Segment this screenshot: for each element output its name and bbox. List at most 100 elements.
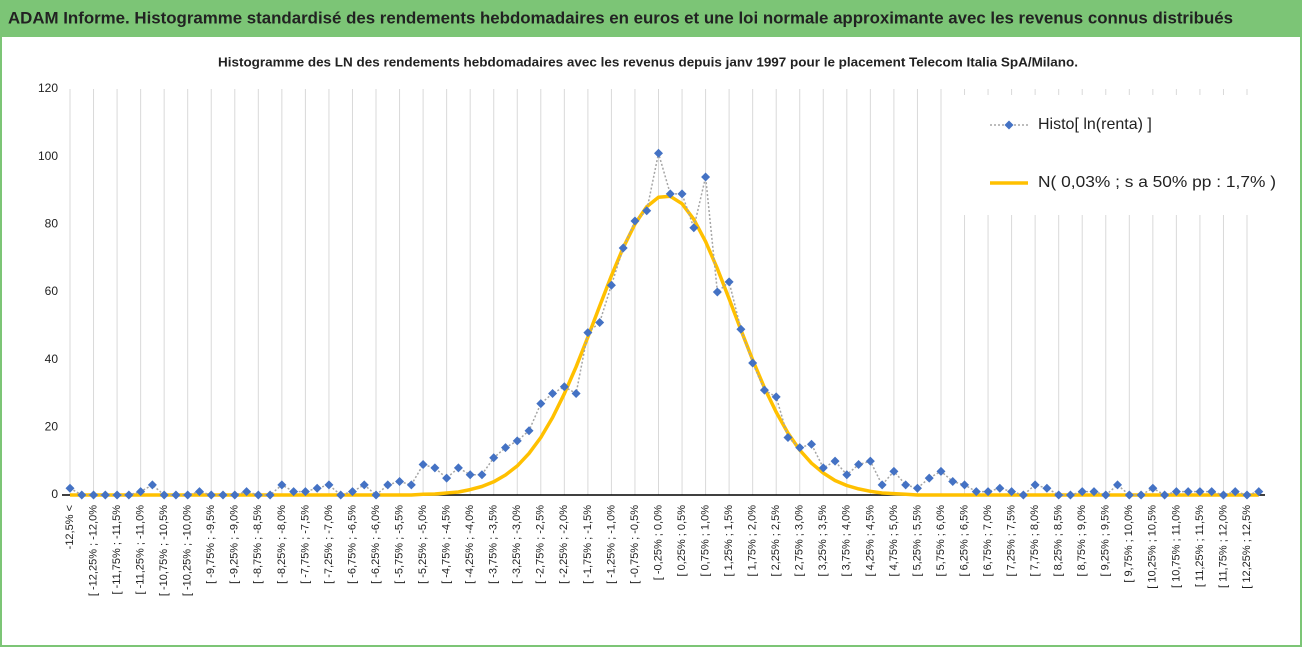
histogram-point	[1007, 487, 1017, 497]
x-tick-label: [ -4,25% ; -4,0%	[464, 505, 476, 584]
x-tick-label: [ -10,75% ; -10,5%	[158, 505, 170, 596]
histogram-point	[877, 480, 887, 490]
x-tick-label: [ -11,25% ; -11,0%	[135, 505, 147, 595]
x-tick-label: [ 1,75% ; 2,0%	[747, 505, 759, 577]
legend-box	[962, 95, 1282, 215]
y-tick-label: 0	[51, 487, 58, 501]
x-tick-label: [ -6,25% ; -6,0%	[370, 505, 382, 584]
x-tick-label: [ 10,25% ; 10,5%	[1147, 505, 1159, 589]
histogram-point	[1242, 490, 1252, 500]
histogram-point	[489, 453, 499, 463]
histogram-point	[1160, 490, 1170, 500]
x-tick-label: [ -3,75% ; -3,5%	[488, 505, 500, 584]
histogram-point	[1195, 487, 1205, 497]
histogram-point	[65, 483, 75, 493]
x-tick-label: -12,5% <	[64, 505, 76, 549]
histogram-point	[312, 483, 322, 493]
histogram-point	[1101, 490, 1111, 500]
x-tick-label: [ 7,75% ; 8,0%	[1029, 505, 1041, 577]
histogram-point	[701, 172, 711, 182]
x-tick-label: [ 5,75% ; 6,0%	[935, 505, 947, 577]
x-tick-label: [ 12,25% ; 12,5%	[1241, 505, 1253, 589]
x-tick-label: [ 5,25% ; 5,5%	[911, 505, 923, 577]
histogram-point	[1183, 487, 1193, 497]
x-tick-label: [ 8,75% ; 9,0%	[1076, 505, 1088, 577]
y-tick-label: 60	[45, 284, 59, 298]
histogram-point	[277, 480, 287, 490]
y-tick-label: 100	[38, 149, 58, 163]
x-tick-label: [ -7,75% ; -7,5%	[299, 505, 311, 584]
histogram-point	[100, 490, 110, 500]
histogram-point	[665, 189, 675, 199]
x-tick-label: [ 0,25% ; 0,5%	[676, 505, 688, 577]
x-tick-label: [ 9,75% ; 10,0%	[1123, 505, 1135, 583]
histogram-point	[524, 426, 534, 436]
histogram-point	[242, 487, 252, 497]
x-tick-label: [ 2,25% ; 2,5%	[770, 505, 782, 577]
histogram-point	[465, 470, 475, 480]
histogram-point	[1054, 490, 1064, 500]
histogram-point	[983, 487, 993, 497]
histogram-point	[477, 470, 487, 480]
chart-title: Histogramme des LN des rendements hebdom…	[218, 54, 1078, 69]
x-tick-label: [ -9,25% ; -9,0%	[229, 505, 241, 584]
legend-label: Histo[ ln(renta) ]	[1038, 116, 1152, 133]
histogram-point	[371, 490, 381, 500]
histogram-point	[583, 328, 593, 338]
x-tick-label: [ 9,25% ; 9,5%	[1100, 505, 1112, 577]
histogram-point	[1218, 490, 1228, 500]
histogram-point	[1136, 490, 1146, 500]
x-tick-label: [ -6,75% ; -6,5%	[346, 505, 358, 584]
histogram-point	[442, 473, 452, 483]
y-tick-label: 80	[45, 217, 59, 231]
x-tick-label: [ -11,75% ; -11,5%	[111, 505, 123, 595]
x-tick-label: [ -4,75% ; -4,5%	[441, 505, 453, 584]
histogram-point	[324, 480, 334, 490]
histogram-point	[559, 382, 569, 392]
histogram-point	[571, 389, 581, 398]
histogram-point	[536, 399, 546, 409]
histogram-point	[1230, 487, 1240, 497]
histogram-point	[1207, 487, 1217, 497]
x-tick-label: [ -3,25% ; -3,0%	[511, 505, 523, 584]
histogram-point	[194, 487, 204, 497]
histogram-point	[1254, 487, 1264, 497]
x-tick-label: [ -8,25% ; -8,0%	[276, 505, 288, 584]
histogram-point	[901, 480, 911, 490]
histogram-point	[960, 480, 970, 490]
histogram-point	[77, 490, 87, 500]
histogram-point	[724, 277, 734, 287]
x-tick-label: [ 1,25% ; 1,5%	[723, 505, 735, 577]
histogram-point	[783, 432, 793, 442]
x-tick-label: [ -1,25% ; -1,0%	[605, 505, 617, 584]
histogram-point	[230, 490, 240, 500]
histogram-point	[383, 480, 393, 490]
x-tick-label: [ -5,75% ; -5,5%	[393, 505, 405, 584]
histogram-point	[771, 392, 781, 402]
x-tick-label: [ 10,75% ; 11,0%	[1170, 505, 1182, 588]
header-bar	[1, 1, 1301, 37]
histogram-point	[889, 466, 899, 476]
histogram-point	[453, 463, 463, 473]
histogram-point	[1030, 480, 1040, 490]
histogram-point	[995, 483, 1005, 493]
histogram-point	[1148, 483, 1158, 493]
histogram-point	[1042, 483, 1052, 493]
x-tick-label: [ -0,75% ; -0,5%	[629, 505, 641, 584]
histogram-point	[736, 324, 746, 334]
histogram-point	[183, 490, 193, 500]
histogram-point	[712, 287, 722, 297]
histogram-point	[500, 443, 510, 453]
histogram-point	[147, 480, 157, 490]
histogram-point	[642, 206, 652, 216]
histogram-point	[1077, 487, 1087, 497]
histogram-point	[948, 476, 958, 486]
histogram-point	[218, 490, 228, 500]
histogram-point	[595, 317, 605, 327]
histogram-point	[159, 490, 169, 500]
histogram-point	[689, 223, 699, 233]
histogram-point	[347, 487, 357, 497]
histogram-point	[1171, 487, 1181, 497]
x-tick-label: [ -0,25% ; 0,0%	[652, 505, 664, 580]
